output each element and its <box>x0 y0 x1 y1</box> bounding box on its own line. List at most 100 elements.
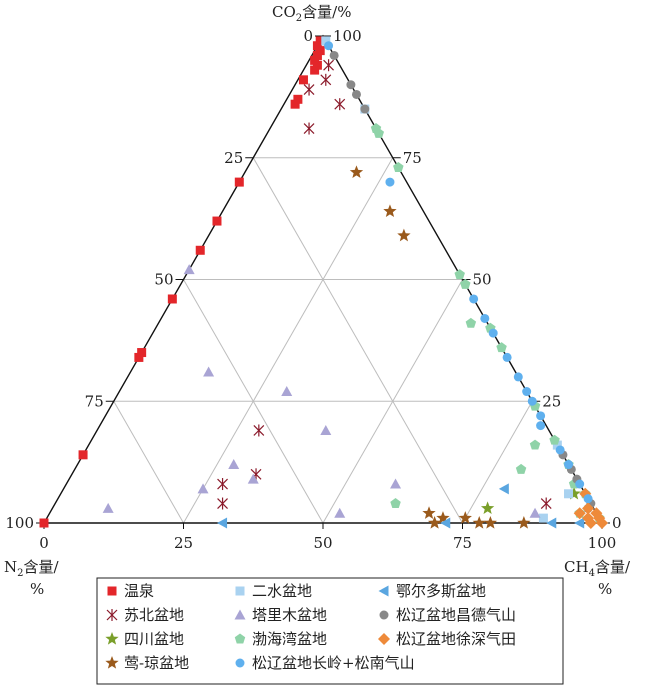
data-point <box>329 50 339 60</box>
data-point <box>315 36 325 46</box>
legend-item: 莺-琼盆地 <box>105 654 189 672</box>
data-point <box>217 497 228 510</box>
data-point <box>496 342 507 353</box>
bottom-tick-label: 0 <box>39 534 49 552</box>
data-point <box>212 216 222 226</box>
grid-line-ch4 <box>322 279 463 524</box>
data-point <box>298 75 308 85</box>
legend-label: 松辽盆地长岭+松南气山 <box>252 654 415 672</box>
legend-item: 温泉 <box>107 582 154 600</box>
data-point <box>312 60 322 70</box>
data-point <box>281 386 293 397</box>
data-point <box>102 502 114 513</box>
data-point <box>546 517 557 529</box>
axis-titles: CO2含量/% N2含量/ % CH4含量/ % <box>4 3 631 598</box>
series-塔里木盆地 <box>102 264 541 518</box>
data-point <box>315 46 325 56</box>
legend-label: 渤海湾盆地 <box>252 630 327 648</box>
legend-item: 松辽盆地昌德气山 <box>379 606 516 624</box>
data-point <box>234 177 244 187</box>
data-point <box>422 506 436 519</box>
data-point <box>584 517 597 529</box>
legend-label: 松辽盆地徐深气田 <box>396 630 516 648</box>
legend-marker <box>378 633 390 645</box>
data-points <box>39 36 608 529</box>
data-point <box>390 498 401 508</box>
data-point <box>564 460 574 470</box>
data-point <box>517 516 531 529</box>
left-tick-label: 0 <box>303 27 313 45</box>
data-point <box>197 483 209 494</box>
data-point <box>310 55 320 65</box>
data-point <box>454 269 465 280</box>
right-tick-label: 100 <box>333 27 362 45</box>
data-point <box>567 486 581 500</box>
data-point <box>483 516 498 529</box>
data-point <box>469 294 479 304</box>
n2-axis-title-unit: % <box>30 580 44 598</box>
data-point <box>427 516 442 529</box>
bottom-tick-label: 50 <box>313 534 332 552</box>
data-point <box>538 513 548 523</box>
legend-marker <box>235 586 245 596</box>
ch4-axis-title-unit: % <box>598 580 612 598</box>
data-point <box>596 517 608 529</box>
data-point <box>480 501 495 515</box>
data-point <box>385 177 395 187</box>
data-point <box>303 122 315 135</box>
data-point <box>574 517 585 529</box>
data-point <box>324 41 334 51</box>
n2-axis-title: N2含量/ <box>4 558 60 579</box>
grid-line-n2 <box>113 401 184 524</box>
legend-marker <box>235 658 245 668</box>
legend-marker <box>234 633 246 644</box>
legend-item: 松辽盆地徐深气田 <box>378 630 516 648</box>
grid-lines <box>113 157 533 524</box>
data-point <box>564 489 574 499</box>
data-point <box>555 445 565 455</box>
data-point <box>312 50 322 60</box>
data-point <box>247 473 259 484</box>
data-point <box>458 511 472 524</box>
series-莺-琼盆地 <box>349 165 531 529</box>
data-point <box>436 511 450 524</box>
legend-label: 温泉 <box>124 582 154 600</box>
data-point <box>310 65 320 75</box>
series-松辽盆地徐深气田 <box>573 487 608 529</box>
left-tick-label: 75 <box>85 392 104 410</box>
data-point <box>321 36 331 46</box>
data-point <box>488 328 498 338</box>
data-point <box>472 516 486 529</box>
data-point <box>334 507 346 518</box>
data-point <box>203 366 215 377</box>
legend-label: 苏北盆地 <box>124 606 184 624</box>
legend-label: 鄂尔多斯盆地 <box>396 582 486 600</box>
data-point <box>575 479 585 489</box>
legend-item: 塔里木盆地 <box>234 606 327 624</box>
data-point <box>440 517 451 529</box>
data-point <box>522 387 532 397</box>
legend-marker <box>105 656 119 669</box>
data-point <box>303 83 315 96</box>
data-point <box>290 99 300 109</box>
data-point <box>583 494 593 504</box>
series-鄂尔多斯盆地 <box>217 483 585 529</box>
legend-marker <box>105 632 119 645</box>
data-point <box>540 497 552 510</box>
legend-item: 渤海湾盆地 <box>234 630 327 648</box>
data-point <box>228 459 240 470</box>
grid-line-ch4 <box>462 401 533 524</box>
legend-item: 二水盆地 <box>235 582 312 600</box>
data-point <box>529 507 541 518</box>
data-point <box>293 94 303 104</box>
series-苏北盆地 <box>217 59 552 510</box>
data-point <box>323 59 335 72</box>
bottom-tick-label: 75 <box>453 534 472 552</box>
data-point <box>373 127 385 138</box>
data-point <box>397 228 411 242</box>
data-point <box>460 278 471 289</box>
data-point <box>498 483 509 495</box>
right-tick-label: 25 <box>542 392 561 410</box>
